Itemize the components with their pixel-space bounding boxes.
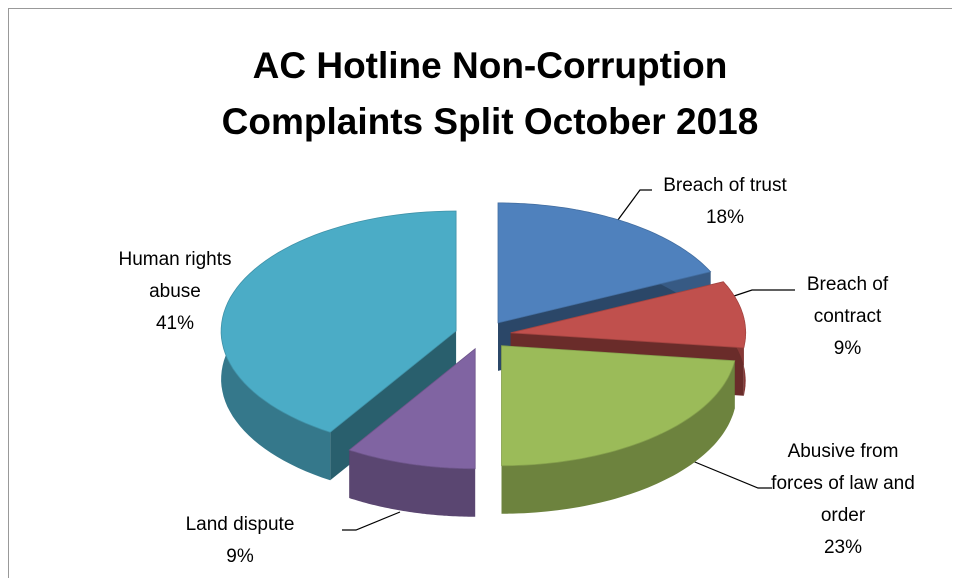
label-name: Breach of trust [663, 175, 787, 196]
label-value: 9% [833, 338, 862, 359]
chart-frame [8, 8, 952, 578]
label-value: 9% [226, 546, 254, 567]
label-name: Human rights abuse [118, 249, 232, 302]
slice-wall [501, 360, 735, 514]
leader-line [611, 189, 652, 229]
slice [501, 345, 736, 467]
data-label: Breach of contract 9% [790, 269, 905, 365]
label-name: Abusive from forces of law and order [771, 441, 915, 526]
slice-wall [349, 450, 476, 517]
label-name: Land dispute [185, 514, 295, 535]
label-name: Breach of contract [806, 274, 889, 327]
slice [497, 202, 712, 324]
label-value: 23% [823, 537, 863, 558]
label-value: 18% [705, 207, 745, 228]
slice [348, 347, 476, 470]
data-label: Land dispute 9% [160, 509, 320, 573]
leader-line [342, 511, 401, 531]
label-value: 41% [155, 313, 195, 334]
data-label: Abusive from forces of law and order 23% [768, 436, 918, 564]
slice [220, 210, 457, 433]
data-label: Human rights abuse 41% [100, 244, 250, 340]
leader-line [689, 459, 772, 489]
chart-title: AC Hotline Non-Corruption Complaints Spl… [221, 45, 759, 142]
data-label: Breach of trust 18% [640, 170, 810, 234]
slice [510, 281, 747, 349]
